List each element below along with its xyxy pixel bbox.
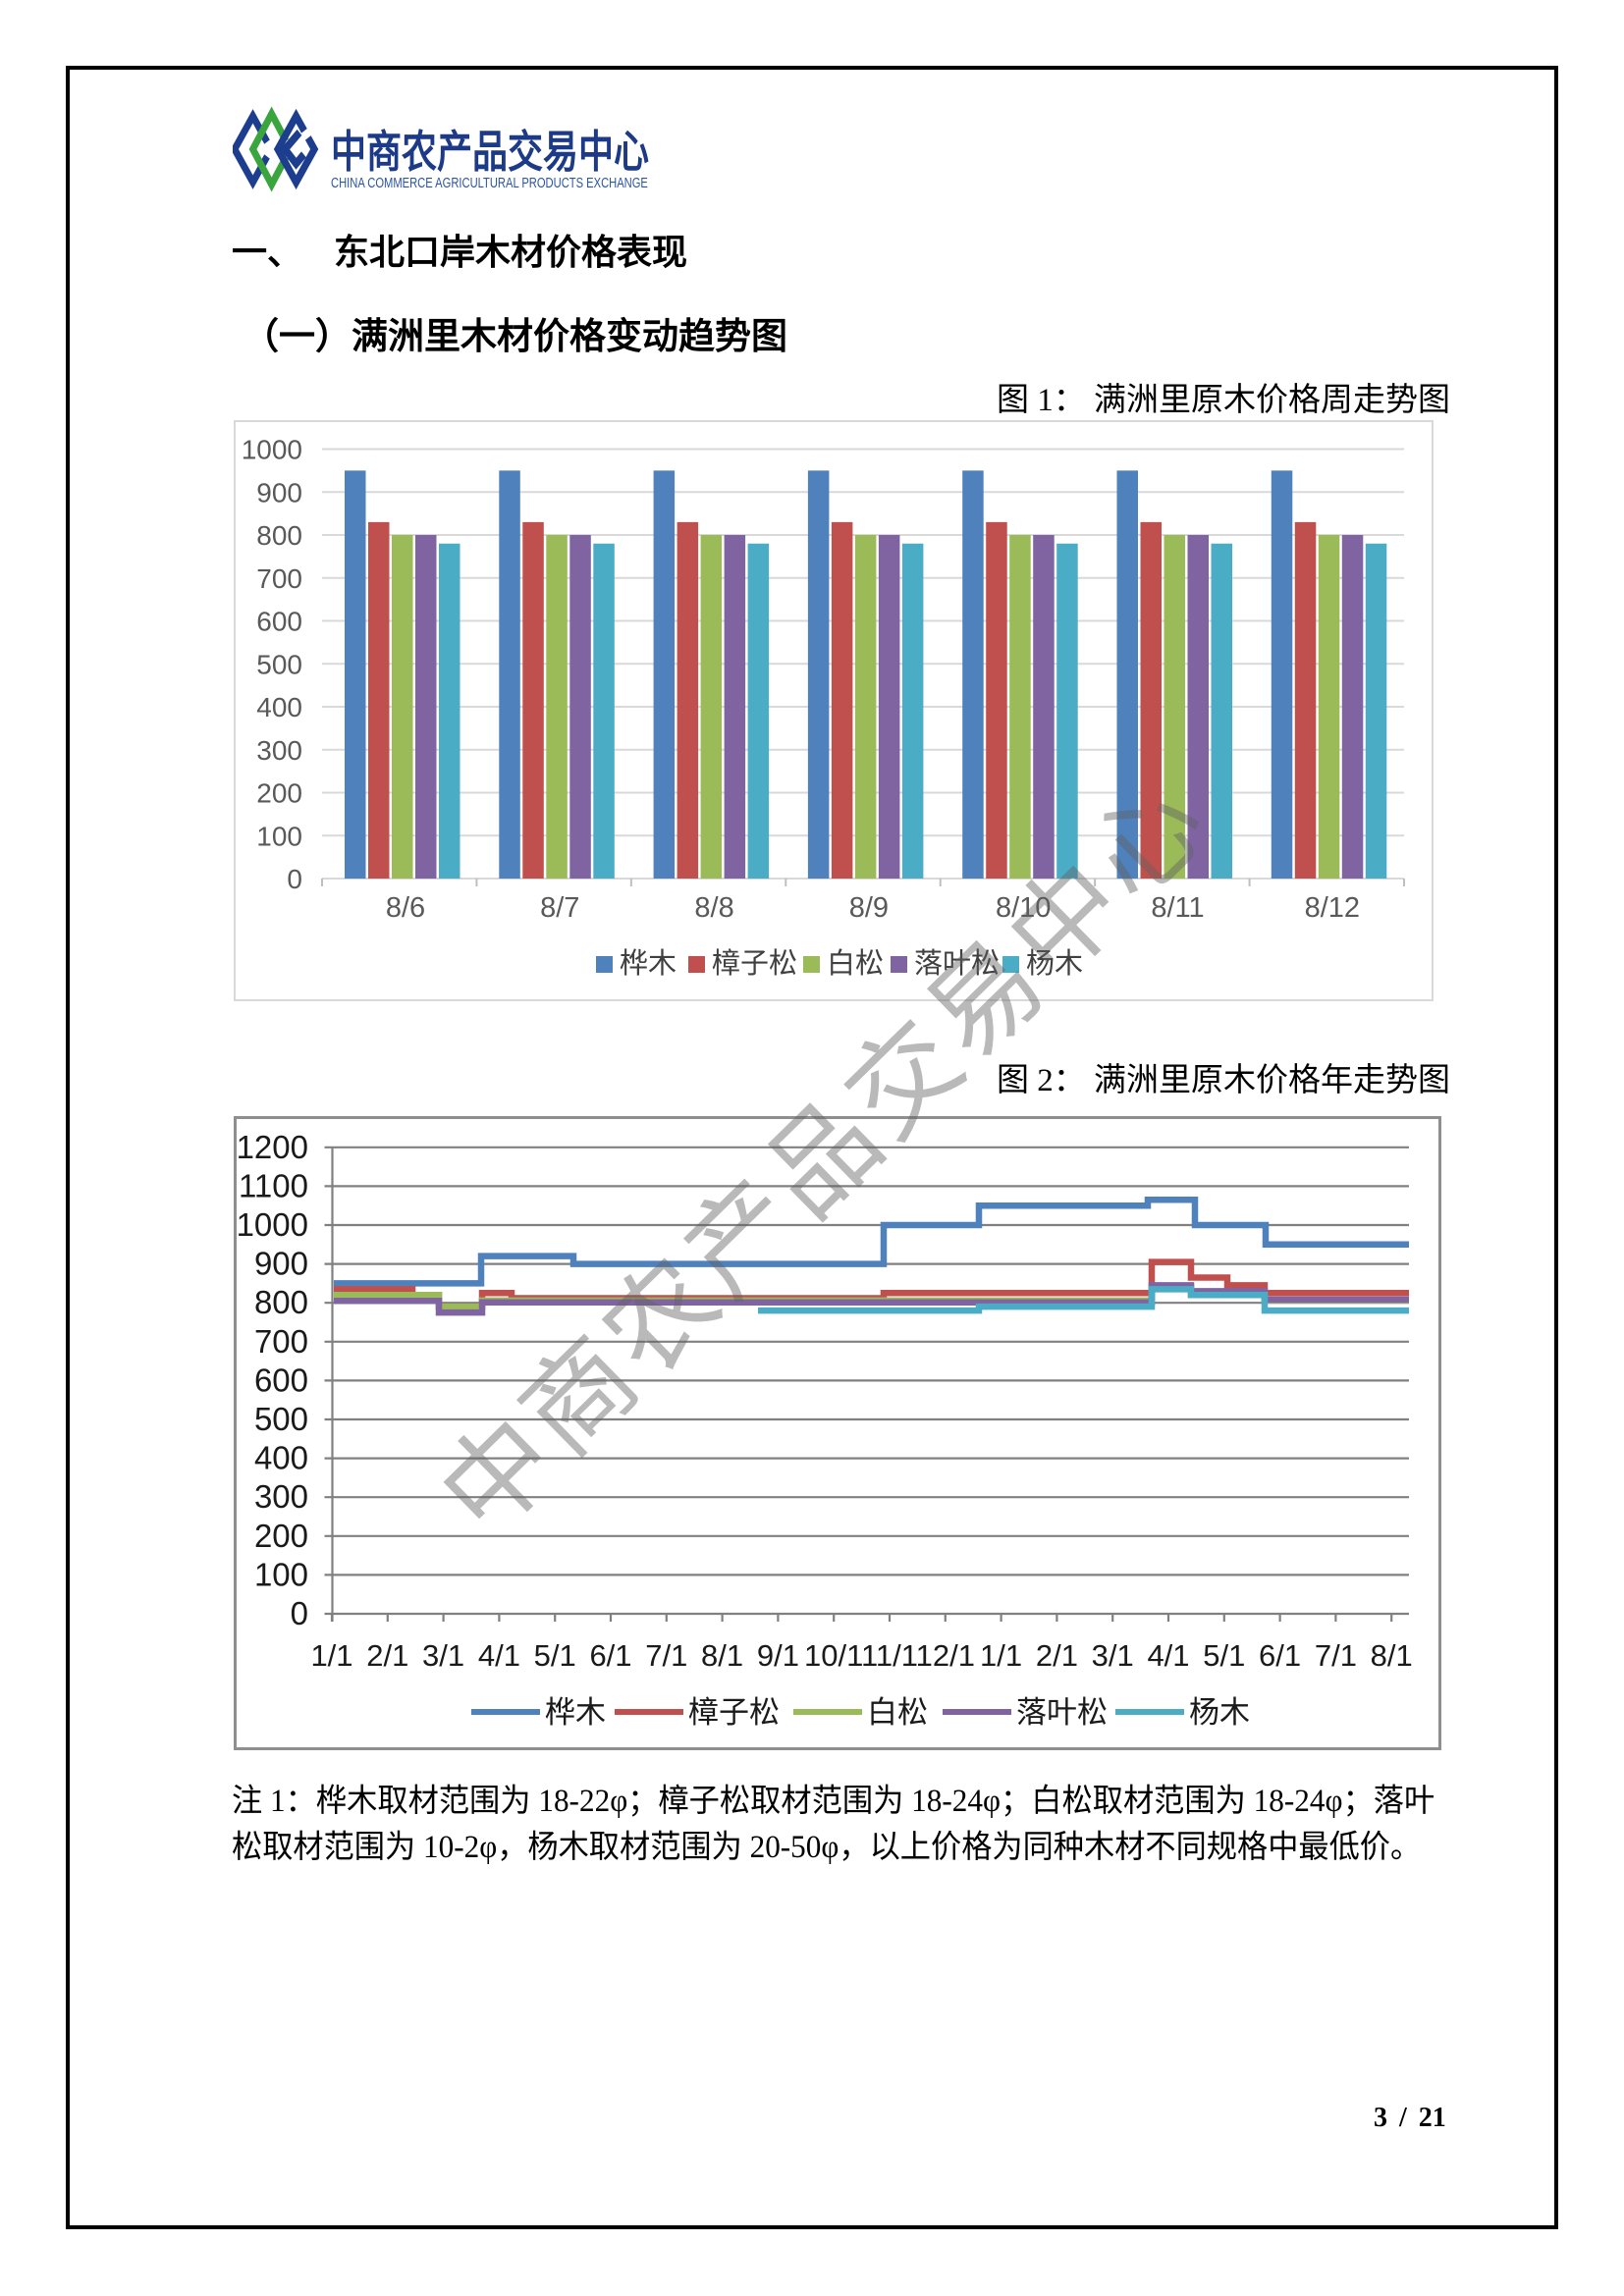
svg-text:500: 500 xyxy=(254,1401,308,1437)
svg-text:100: 100 xyxy=(254,1556,308,1592)
svg-text:400: 400 xyxy=(256,692,302,722)
svg-text:落叶松: 落叶松 xyxy=(1016,1695,1108,1730)
svg-text:8/8: 8/8 xyxy=(694,892,733,924)
svg-text:2/1: 2/1 xyxy=(366,1638,408,1673)
svg-text:8/12: 8/12 xyxy=(1305,892,1360,924)
svg-text:落叶松: 落叶松 xyxy=(914,947,1000,980)
svg-text:5/1: 5/1 xyxy=(534,1638,576,1673)
svg-text:300: 300 xyxy=(254,1478,308,1515)
svg-text:1200: 1200 xyxy=(237,1129,308,1165)
svg-text:7/1: 7/1 xyxy=(645,1638,687,1673)
svg-text:桦木: 桦木 xyxy=(620,947,677,980)
svg-text:8/9: 8/9 xyxy=(849,892,889,924)
svg-text:500: 500 xyxy=(256,649,302,679)
svg-text:100: 100 xyxy=(256,821,302,851)
svg-text:600: 600 xyxy=(254,1362,308,1398)
svg-text:800: 800 xyxy=(254,1284,308,1320)
svg-text:6/1: 6/1 xyxy=(589,1638,631,1673)
svg-text:杨木: 杨木 xyxy=(1026,947,1083,980)
svg-text:1100: 1100 xyxy=(239,1167,308,1203)
svg-text:900: 900 xyxy=(254,1246,308,1282)
svg-text:1/1: 1/1 xyxy=(310,1638,352,1673)
svg-text:0: 0 xyxy=(291,1595,308,1631)
svg-text:8/10: 8/10 xyxy=(996,892,1051,924)
svg-text:8/7: 8/7 xyxy=(540,892,579,924)
svg-text:8/1: 8/1 xyxy=(701,1638,743,1673)
svg-text:8/1: 8/1 xyxy=(1371,1638,1413,1673)
svg-text:3/1: 3/1 xyxy=(1092,1638,1134,1673)
svg-text:6/1: 6/1 xyxy=(1259,1638,1301,1673)
svg-text:白松: 白松 xyxy=(867,1695,928,1730)
svg-text:5/1: 5/1 xyxy=(1203,1638,1245,1673)
svg-text:800: 800 xyxy=(256,520,302,551)
svg-text:300: 300 xyxy=(256,735,302,766)
svg-text:2/1: 2/1 xyxy=(1036,1638,1078,1673)
svg-text:4/1: 4/1 xyxy=(1147,1638,1189,1673)
svg-text:7/1: 7/1 xyxy=(1315,1638,1357,1673)
svg-text:10/1: 10/1 xyxy=(804,1638,863,1673)
svg-text:1/1: 1/1 xyxy=(980,1638,1022,1673)
svg-text:4/1: 4/1 xyxy=(478,1638,520,1673)
svg-text:11/1: 11/1 xyxy=(861,1638,918,1673)
svg-text:樟子松: 樟子松 xyxy=(688,1695,780,1730)
svg-text:200: 200 xyxy=(256,778,302,809)
svg-text:700: 700 xyxy=(256,563,302,594)
svg-text:700: 700 xyxy=(254,1323,308,1360)
svg-text:400: 400 xyxy=(254,1440,308,1476)
svg-text:杨木: 杨木 xyxy=(1189,1695,1250,1730)
svg-text:白松: 白松 xyxy=(827,947,884,980)
svg-text:桦木: 桦木 xyxy=(545,1695,606,1730)
svg-text:8/6: 8/6 xyxy=(386,892,425,924)
svg-text:樟子松: 樟子松 xyxy=(712,947,797,980)
svg-text:0: 0 xyxy=(287,864,302,894)
svg-text:8/11: 8/11 xyxy=(1151,892,1204,924)
svg-text:1000: 1000 xyxy=(237,1206,308,1243)
svg-text:900: 900 xyxy=(256,477,302,507)
svg-text:1000: 1000 xyxy=(242,435,302,465)
svg-text:12/1: 12/1 xyxy=(916,1638,975,1673)
svg-text:600: 600 xyxy=(256,607,302,637)
svg-text:9/1: 9/1 xyxy=(757,1638,799,1673)
svg-text:3/1: 3/1 xyxy=(422,1638,464,1673)
svg-text:200: 200 xyxy=(254,1518,308,1554)
